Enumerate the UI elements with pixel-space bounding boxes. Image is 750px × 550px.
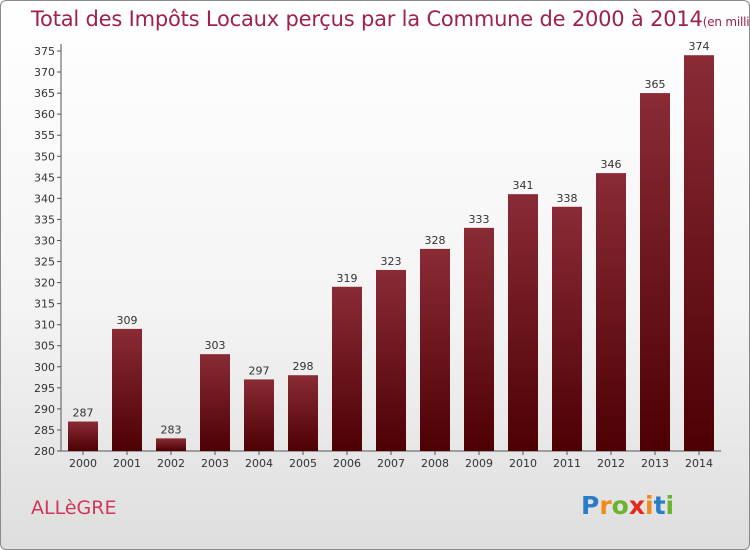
x-tick-label: 2012: [597, 457, 625, 470]
logo-letter: i: [645, 491, 654, 520]
y-tick-label: 325: [34, 256, 55, 269]
y-tick-label: 370: [34, 66, 55, 79]
bar: [112, 328, 142, 451]
y-tick-label: 290: [34, 403, 55, 416]
x-tick-label: 2002: [157, 457, 185, 470]
bar-value-label: 328: [425, 234, 446, 247]
bar: [200, 354, 230, 451]
bar: [464, 227, 494, 451]
x-tick-label: 2003: [201, 457, 229, 470]
x-tick-label: 2009: [465, 457, 493, 470]
x-tick-label: 2011: [553, 457, 581, 470]
logo-letter: P: [581, 491, 600, 520]
x-tick-label: 2014: [685, 457, 713, 470]
y-tick-label: 335: [34, 213, 55, 226]
y-tick-label: 300: [34, 361, 55, 374]
bar-value-label: 323: [381, 255, 402, 268]
chart-title: Total des Impôts Locaux perçus par la Co…: [31, 7, 750, 31]
bar-value-label: 338: [557, 192, 578, 205]
bar: [244, 379, 274, 451]
y-tick-label: 350: [34, 150, 55, 163]
x-tick-label: 2008: [421, 457, 449, 470]
bar-value-label: 341: [513, 179, 534, 192]
y-axis-ticks: 280 285 290 295 300 305 310 315 320 325 330 335 340 3…: [34, 45, 61, 458]
bars: 287 309 283 303 297 298 319 323 328 333 341 338 346 3…: [68, 40, 714, 452]
commune-name: ALLèGRE: [31, 497, 117, 519]
x-axis-ticks: 2000 2001 2002 2003 2004 2005 2006 2007 2008 2009…: [69, 451, 713, 470]
bar: [552, 206, 582, 451]
proxiti-logo: Proxiti: [581, 491, 674, 520]
y-tick-label: 330: [34, 234, 55, 247]
bar-value-label: 319: [337, 272, 358, 285]
y-tick-label: 365: [34, 87, 55, 100]
y-tick-label: 320: [34, 277, 55, 290]
bar: [640, 93, 670, 452]
bar-value-label: 333: [469, 213, 490, 226]
bar: [156, 438, 186, 451]
bar: [596, 173, 626, 451]
bar: [508, 194, 538, 451]
y-tick-label: 355: [34, 129, 55, 142]
x-tick-label: 2013: [641, 457, 669, 470]
bar-value-label: 298: [293, 360, 314, 373]
logo-letter: t: [653, 491, 666, 520]
bar: [684, 55, 714, 452]
y-tick-label: 315: [34, 298, 55, 311]
y-tick-label: 280: [34, 445, 55, 458]
logo-letter: r: [599, 491, 612, 520]
x-tick-label: 2006: [333, 457, 361, 470]
x-tick-label: 2005: [289, 457, 317, 470]
x-tick-label: 2007: [377, 457, 405, 470]
x-tick-label: 2001: [113, 457, 141, 470]
y-tick-label: 340: [34, 192, 55, 205]
bar-value-label: 303: [205, 339, 226, 352]
y-tick-label: 360: [34, 108, 55, 121]
bar: [376, 269, 406, 451]
bar-value-label: 297: [249, 364, 270, 377]
y-tick-label: 295: [34, 382, 55, 395]
bar: [332, 286, 362, 451]
logo-letter: o: [611, 491, 629, 520]
x-tick-label: 2010: [509, 457, 537, 470]
bar-value-label: 309: [117, 314, 138, 327]
chart-title-main: Total des Impôts Locaux perçus par la Co…: [31, 7, 703, 31]
y-tick-label: 305: [34, 340, 55, 353]
y-tick-label: 375: [34, 45, 55, 58]
x-tick-label: 2004: [245, 457, 273, 470]
bar-value-label: 283: [161, 423, 182, 436]
logo-letter: x: [628, 491, 645, 520]
x-tick-label: 2000: [69, 457, 97, 470]
bar: [68, 421, 98, 451]
y-tick-label: 345: [34, 171, 55, 184]
y-tick-label: 310: [34, 319, 55, 332]
bar-value-label: 374: [689, 40, 710, 53]
bar-value-label: 346: [601, 158, 622, 171]
chart-title-unit: (en milliers d'€): [702, 15, 750, 29]
bar-value-label: 365: [645, 78, 666, 91]
y-tick-label: 285: [34, 424, 55, 437]
bar: [288, 375, 318, 451]
bar-value-label: 287: [73, 407, 94, 420]
bar: [420, 248, 450, 451]
logo-letter: i: [665, 491, 675, 520]
